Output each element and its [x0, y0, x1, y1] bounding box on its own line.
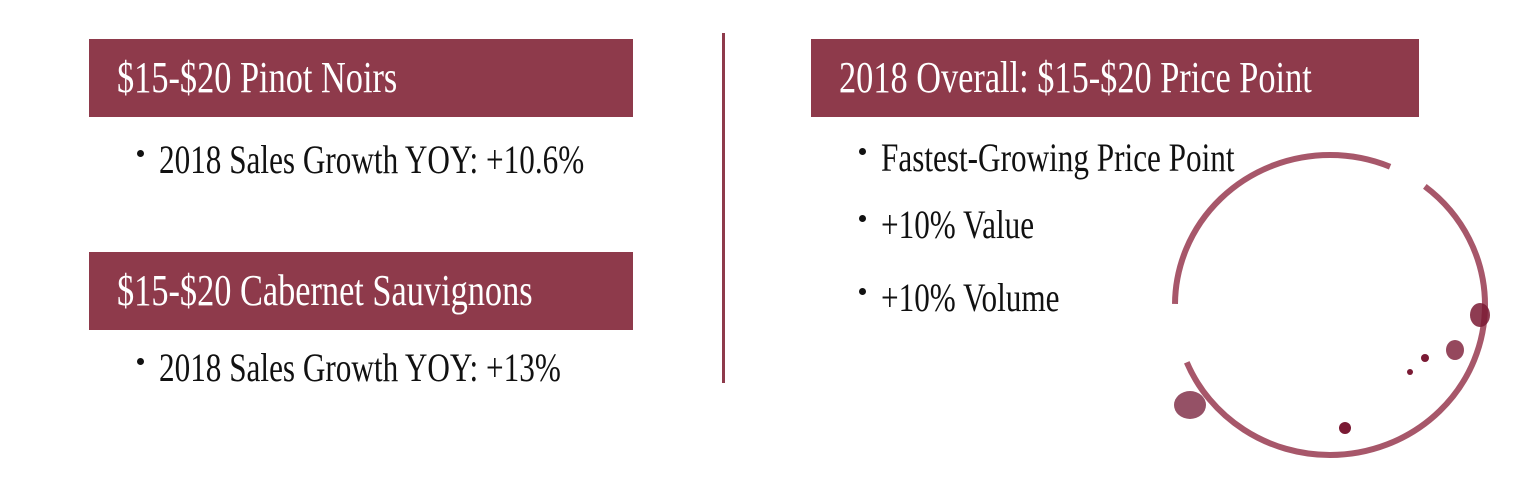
panel-title-box: $15-$20 Pinot Noirs [89, 39, 633, 117]
bullet-text: +10% Volume [881, 275, 1060, 320]
bullet-text: +10% Value [881, 202, 1035, 247]
panel-title: $15-$20 Cabernet Sauvignons [117, 266, 533, 315]
stain-drop [1470, 303, 1490, 327]
bullet-text: 2018 Sales Growth YOY: +13% [159, 345, 561, 390]
stain-drop [1421, 354, 1429, 362]
panel-title-box: $15-$20 Cabernet Sauvignons [89, 252, 633, 330]
panel-title-box: 2018 Overall: $15-$20 Price Point [811, 39, 1419, 117]
stain-drop [1339, 422, 1351, 434]
bullet-text: Fastest-Growing Price Point [881, 135, 1235, 180]
bullet-text: 2018 Sales Growth YOY: +10.6% [159, 137, 585, 182]
stain-drop [1446, 340, 1464, 360]
stain-ring [1172, 152, 1488, 458]
stain-drop [1174, 391, 1206, 419]
panel-title: 2018 Overall: $15-$20 Price Point [839, 53, 1312, 102]
panel-title: $15-$20 Pinot Noirs [117, 53, 398, 102]
divider [722, 33, 725, 383]
stain-drop [1407, 369, 1413, 375]
